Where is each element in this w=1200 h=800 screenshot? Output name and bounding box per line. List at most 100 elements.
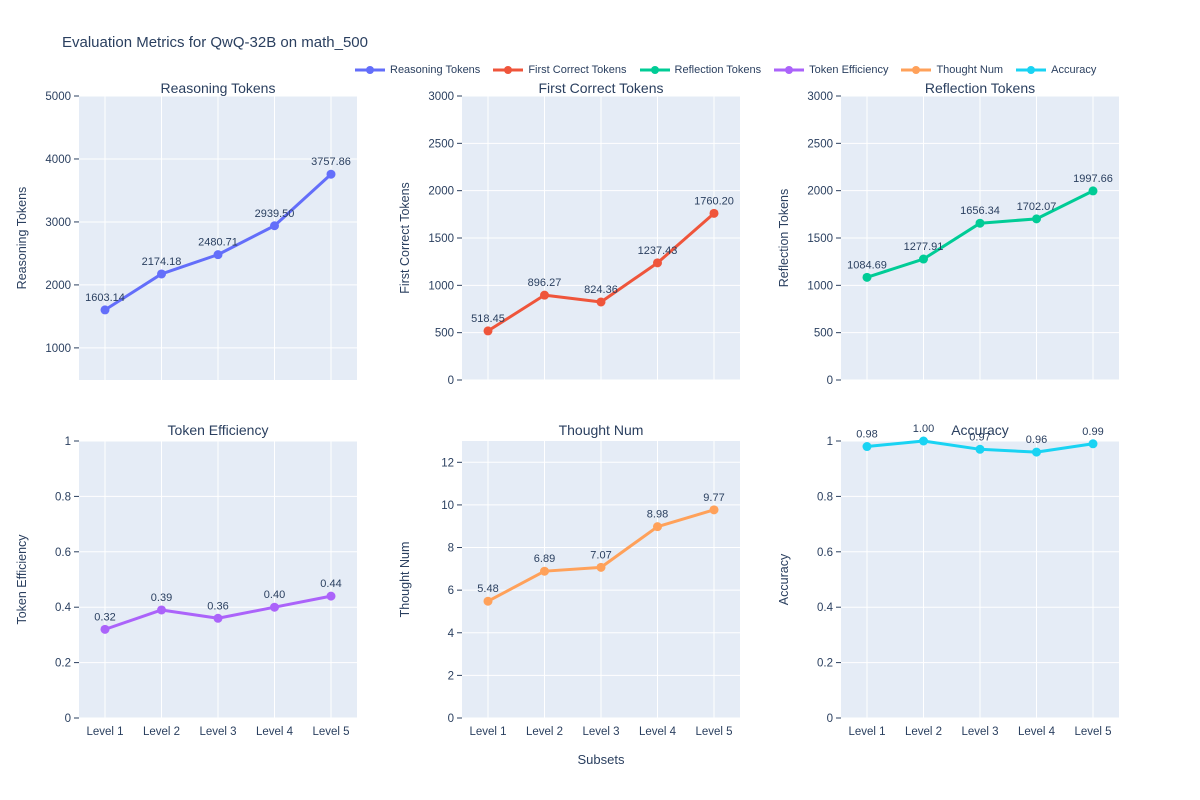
data-point	[596, 297, 606, 307]
data-point	[1088, 439, 1098, 449]
x-tick-label: Level 2	[143, 726, 180, 738]
y-tick-label: 6	[448, 585, 454, 597]
data-point	[709, 208, 719, 218]
subplot-accuracy: 0 0.2 0.4 0.6 0.8 1 Accuracy Level 1 Level 2 Leve…	[777, 422, 1119, 738]
data-label: 1237.43	[638, 245, 678, 257]
data-point	[100, 305, 110, 315]
y-tick-label: 2000	[45, 280, 71, 292]
y-tick-label: 2500	[428, 138, 454, 150]
data-label: 2939.50	[255, 208, 295, 220]
y-tick-label: 0	[65, 713, 71, 725]
legend-item-accuracy[interactable]: Accuracy	[1016, 64, 1096, 76]
legend-item-thought-num[interactable]: Thought Num	[901, 64, 1003, 76]
y-axis-title: Thought Num	[398, 542, 412, 618]
y-tick-label: 4	[448, 628, 455, 640]
data-label: 518.45	[471, 313, 505, 325]
legend-dot-icon	[504, 66, 513, 74]
data-label: 1656.34	[960, 205, 1000, 217]
subplot-thought-num: 0 2 4 6 8 10 12 Thought Num Level 1 Level 2 Level …	[398, 422, 740, 738]
data-point	[653, 522, 662, 532]
y-tick-label: 3000	[807, 91, 833, 103]
x-tick-label: Level 4	[1018, 726, 1056, 738]
data-point	[1088, 186, 1098, 196]
legend-label: Accuracy	[1051, 64, 1097, 76]
data-label: 2480.71	[198, 237, 238, 249]
legend-item-reasoning-tokens[interactable]: Reasoning Tokens	[355, 64, 480, 76]
legend-label: Thought Num	[936, 64, 1004, 76]
y-tick-label: 3000	[45, 217, 71, 229]
y-tick-label: 2000	[428, 186, 454, 198]
data-label: 2174.18	[142, 256, 182, 268]
data-point	[709, 505, 719, 515]
y-axis-title: Accuracy	[777, 553, 791, 605]
legend-item-reflection-tokens[interactable]: Reflection Tokens	[639, 64, 762, 76]
data-label: 1603.14	[85, 292, 125, 304]
data-point	[100, 624, 110, 634]
gridlines	[79, 95, 357, 380]
subplot-first-correct-tokens: 0 500 1000 1500 2000 2500 3000 First Correct To…	[398, 80, 740, 387]
data-point	[862, 272, 872, 282]
x-tick-label: Level 1	[86, 726, 123, 738]
x-tick-label: Level 4	[256, 726, 294, 738]
y-tick-label: 1000	[807, 280, 833, 292]
x-tick-label: Level 3	[961, 726, 998, 738]
legend-item-token-efficiency[interactable]: Token Efficiency	[774, 64, 888, 76]
y-tick-label: 0.4	[817, 602, 834, 614]
y-tick-label: 0	[827, 713, 833, 725]
y-tick-label: 2	[448, 670, 454, 682]
y-tick-label: 0	[448, 713, 454, 725]
legend-dot-icon	[650, 66, 659, 74]
y-tick-label: 500	[435, 328, 454, 340]
subplot-reasoning-tokens: 1000 2000 3000 4000 5000 Reasoning Tokens 1603…	[15, 80, 357, 380]
legend-swatch-icon	[355, 66, 385, 74]
y-tick-label: 0.8	[55, 491, 71, 503]
gridlines	[841, 95, 1119, 381]
data-point	[326, 591, 336, 601]
subplot-title: Thought Num	[559, 422, 644, 438]
y-tick-label: 12	[441, 457, 454, 469]
data-label: 0.98	[856, 429, 877, 441]
data-label: 0.32	[94, 611, 115, 623]
data-point	[596, 562, 606, 572]
x-tick-label: Level 5	[695, 726, 732, 738]
legend-item-first-correct-tokens[interactable]: First Correct Tokens	[493, 64, 627, 76]
legend-dot-icon	[366, 66, 374, 74]
y-tick-label: 0.2	[817, 658, 833, 670]
data-label: 7.07	[590, 549, 611, 561]
data-label: 0.39	[151, 592, 172, 604]
y-tick-label: 1	[827, 436, 833, 448]
legend-label: Reflection Tokens	[674, 64, 762, 76]
data-point	[213, 613, 223, 623]
data-point	[540, 566, 549, 576]
subplot-token-efficiency: 0 0.2 0.4 0.6 0.8 1 Token Efficiency Level 1 Lev…	[15, 422, 357, 738]
legend-dot-icon	[1027, 66, 1036, 74]
legend-label: First Correct Tokens	[528, 64, 627, 76]
y-axis-title: First Correct Tokens	[398, 182, 412, 294]
x-tick-label: Level 2	[526, 726, 563, 738]
x-axis-title: Subsets	[577, 752, 625, 767]
data-label: 0.96	[1026, 434, 1047, 446]
y-tick-label: 1500	[807, 233, 833, 245]
legend-swatch-icon	[774, 66, 805, 74]
y-tick-label: 0	[448, 375, 454, 387]
y-tick-label: 1000	[45, 343, 71, 355]
data-point	[326, 169, 336, 179]
y-tick-label: 2500	[807, 138, 833, 150]
y-tick-label: 0.8	[817, 491, 833, 503]
legend-swatch-icon	[1016, 66, 1047, 74]
y-axis-title: Reasoning Tokens	[15, 187, 29, 290]
data-point	[540, 290, 549, 300]
gridlines	[841, 440, 1119, 719]
gridlines	[462, 441, 740, 719]
y-tick-label: 4000	[45, 154, 71, 166]
y-axis-title: Reflection Tokens	[777, 189, 791, 287]
data-label: 1.00	[913, 423, 934, 435]
legend-label: Reasoning Tokens	[390, 64, 481, 76]
x-tick-label: Level 4	[639, 726, 677, 738]
data-label: 1760.20	[694, 195, 734, 207]
legend-swatch-icon	[493, 66, 524, 74]
data-point	[975, 444, 985, 454]
data-point	[862, 442, 872, 452]
data-point	[653, 258, 662, 268]
